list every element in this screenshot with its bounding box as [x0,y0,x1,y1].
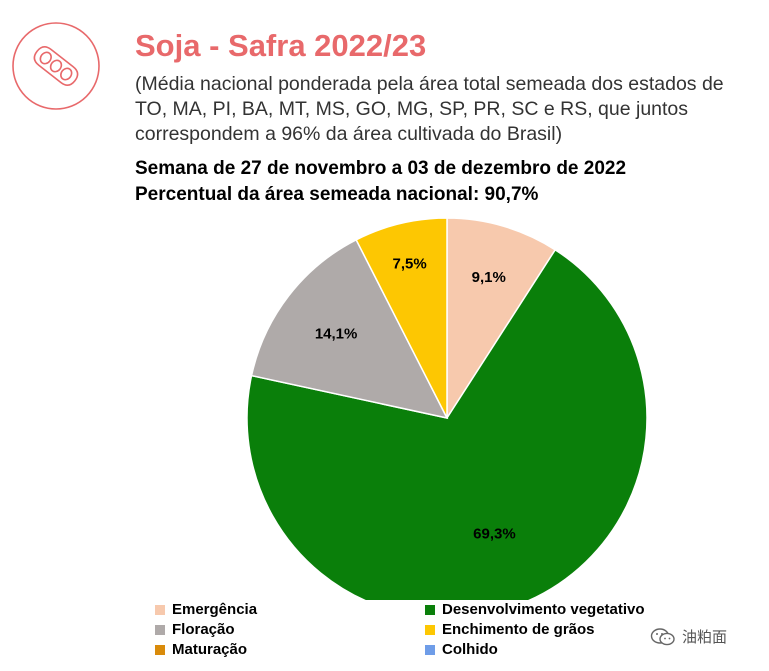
soybean-logo [10,20,102,112]
watermark: 油粕面 [650,626,727,647]
legend-swatch [425,604,435,615]
pie-slice-desenvolvimento-vegetativo [246,248,648,600]
legend-swatch [425,644,435,655]
legend-item-colhido: Colhido [425,640,755,659]
legend-item-enchimento-de-graos: Enchimento de grãos [425,620,755,639]
legend-swatch [155,604,165,615]
soybean-pod-icon [12,22,100,110]
page-subtitle: (Média nacional ponderada pela área tota… [135,73,724,145]
legend-item-floracao: Floração [155,620,425,639]
week-range: Semana de 27 de novembro a 03 de dezembr… [135,158,627,179]
pie-slice-flora-o [250,238,449,420]
pie-slice-enchimento-de-gr-os [355,217,448,419]
wechat-icon [650,627,675,645]
legend-label: Emergência [172,601,258,618]
chart-legend: Emergência Desenvolvimento vegetativo Fl… [155,600,755,659]
data-label: 69,3% [473,526,516,543]
data-label: 14,1% [315,326,358,343]
legend-label: Enchimento de grãos [442,621,595,638]
page-title: Soja - Safra 2022/23 [135,28,427,63]
legend-swatch [155,644,165,655]
legend-item-desenvolvimento-vegetativo: Desenvolvimento vegetativo [425,600,755,619]
legend-label: Desenvolvimento vegetativo [442,601,645,618]
legend-item-emergencia: Emergência [155,600,425,619]
pie-chart: 9,1% 69,3% 14,1% 7,5% [246,217,648,600]
legend-label: Maturação [172,641,248,658]
data-label: 9,1% [472,269,506,286]
legend-label: Colhido [442,641,498,658]
watermark-text: 油粕面 [682,629,728,646]
legend-label: Floração [172,621,235,638]
legend-item-maturacao: Maturação [155,640,425,659]
legend-swatch [155,624,165,635]
data-label: 7,5% [393,255,427,272]
percent-sown: Percentual da área semeada nacional: 90,… [135,184,539,205]
legend-swatch [425,624,435,635]
pie-slice-emerg-ncia [446,217,557,421]
